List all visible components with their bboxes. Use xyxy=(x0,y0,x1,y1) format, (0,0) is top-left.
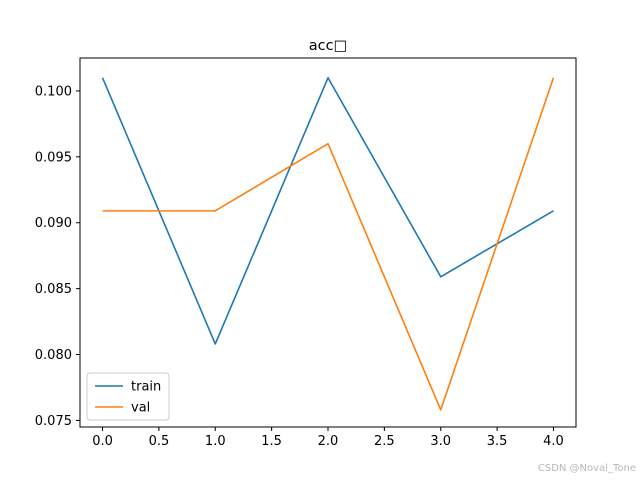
y-tick-label: 0.095 xyxy=(35,150,72,165)
y-tick-label: 0.085 xyxy=(35,282,72,297)
legend-label-val: val xyxy=(131,401,150,416)
plot-area: 0.0 0.5 1.0 1.5 2.0 2.5 3.0 3.5 4.0 0.075 0.080 0.0… xyxy=(35,57,577,449)
watermark: CSDN @Noval_Tone xyxy=(537,463,636,474)
series-line-train xyxy=(101,76,554,345)
x-tick-label: 1.0 xyxy=(205,434,226,449)
x-tick-label: 3.0 xyxy=(430,434,451,449)
x-tick-label: 3.5 xyxy=(487,434,508,449)
y-tick-label: 0.080 xyxy=(35,348,72,363)
y-tick-label: 0.075 xyxy=(35,414,72,429)
axes-frame xyxy=(79,57,577,428)
x-tick-label: 0.5 xyxy=(149,434,170,449)
legend-box xyxy=(86,372,170,421)
x-tick-label: 2.5 xyxy=(374,434,395,449)
legend-label-train: train xyxy=(131,380,161,395)
series-line-val xyxy=(102,77,555,411)
chart-title: acc□ xyxy=(309,38,348,54)
x-tick-label: 4.0 xyxy=(543,434,564,449)
y-tick-label: 0.090 xyxy=(35,216,72,231)
x-tick-label: 0.0 xyxy=(92,434,113,449)
y-tick-label: 0.100 xyxy=(35,84,72,99)
x-tick-label: 1.5 xyxy=(261,434,282,449)
x-tick-label: 2.0 xyxy=(318,434,339,449)
